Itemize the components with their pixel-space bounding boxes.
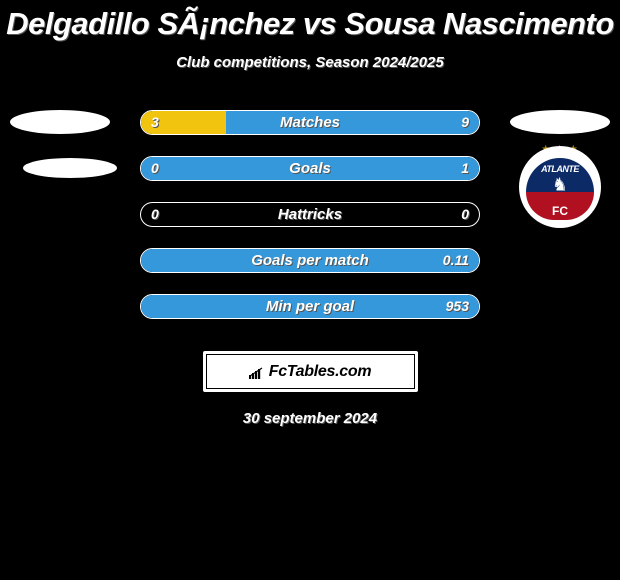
stat-bar-hattricks: 0 Hattricks 0 [140, 202, 480, 227]
stat-label: Goals per match [141, 249, 479, 272]
comparison-card: Delgadillo SÃ¡nchez vs Sousa Nascimento … [0, 0, 620, 580]
left-team-placeholder-icon [23, 158, 117, 178]
stat-right-value: 0.11 [443, 249, 469, 272]
bars-chart-icon [249, 366, 265, 378]
stat-row: 3 Matches 9 [0, 99, 620, 145]
left-team-placeholder-icon [10, 110, 110, 134]
source-badge-label: FcTables.com [269, 363, 372, 381]
stat-right-value: 0 [461, 203, 469, 226]
stat-right-value: 953 [446, 295, 469, 318]
stat-row: 0 Goals 1 ★ ★ ★ ATLANTE ♞ FC [0, 145, 620, 191]
stat-right-value: 9 [461, 111, 469, 134]
page-title: Delgadillo SÃ¡nchez vs Sousa Nascimento [0, 0, 620, 42]
stat-row: 0 Hattricks 0 [0, 191, 620, 237]
stat-right-value: 1 [461, 157, 469, 180]
stat-bar-matches: 3 Matches 9 [140, 110, 480, 135]
crest-team-name: ATLANTE [526, 164, 594, 174]
left-team-badge-slot [10, 99, 110, 145]
right-team-placeholder-icon [510, 110, 610, 134]
stat-label: Min per goal [141, 295, 479, 318]
left-team-badge-slot [20, 145, 120, 191]
source-badge[interactable]: FcTables.com [203, 351, 418, 392]
source-badge-content: FcTables.com [249, 363, 372, 381]
stat-label: Matches [141, 111, 479, 134]
stat-row: Min per goal 953 [0, 283, 620, 329]
season-subtitle: Club competitions, Season 2024/2025 [0, 54, 620, 71]
stat-area: 3 Matches 9 0 Goals 1 ★ ★ ★ [0, 99, 620, 329]
stat-label: Hattricks [141, 203, 479, 226]
right-team-badge-slot [510, 99, 610, 145]
stat-label: Goals [141, 157, 479, 180]
stat-bar-goals: 0 Goals 1 [140, 156, 480, 181]
footer-date: 30 september 2024 [0, 410, 620, 427]
stat-bar-mpg: Min per goal 953 [140, 294, 480, 319]
stat-bar-gpm: Goals per match 0.11 [140, 248, 480, 273]
stat-row: Goals per match 0.11 [0, 237, 620, 283]
